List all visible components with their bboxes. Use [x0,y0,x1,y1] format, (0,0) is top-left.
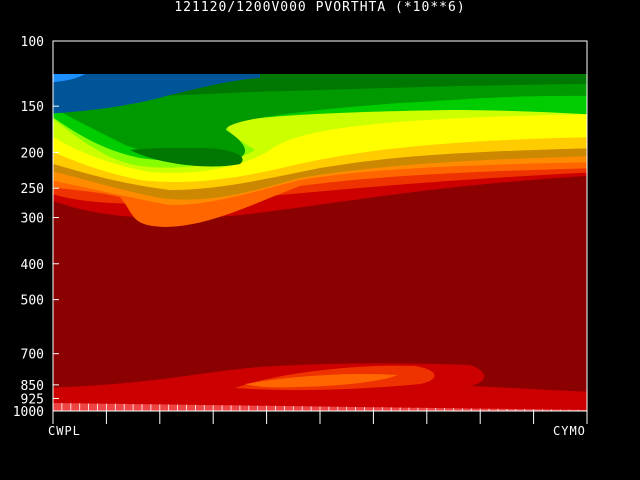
terrain-strip [53,403,587,411]
y-tick-label: 300 [21,212,44,227]
y-tick-label: 150 [21,100,44,115]
chart-title: 121120/1200V000 PVORTHTA (*10**6) [174,0,466,15]
y-tick-label: 1000 [13,405,44,420]
y-tick-label: 400 [21,258,44,273]
station-left-label: CWPL [48,424,81,438]
contour-level-4 [245,374,398,388]
no-data-band [53,41,587,74]
y-tick-label: 200 [21,146,44,161]
contour-level-13 [130,148,243,167]
x-axis [52,411,588,424]
y-tick-label: 500 [21,294,44,309]
y-tick-label: 700 [21,348,44,363]
station-right-label: CYMO [553,424,586,438]
y-tick-label: 250 [21,182,44,197]
y-tick-label: 100 [21,35,44,50]
y-tick-label: 925 [21,392,44,407]
y-tick-label: 850 [21,379,44,394]
